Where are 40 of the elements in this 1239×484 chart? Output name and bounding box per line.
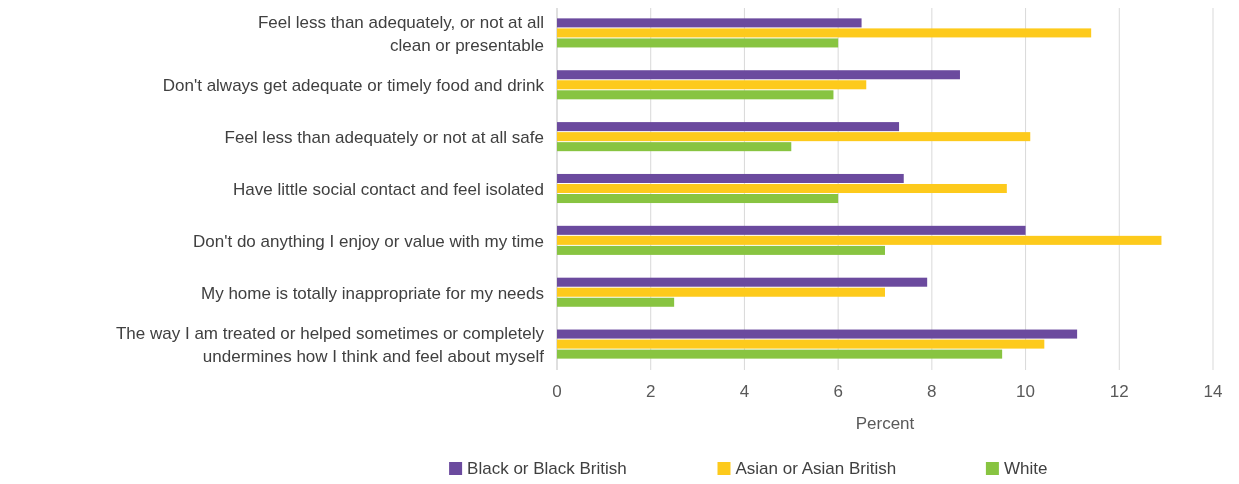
- x-tick-label: 8: [927, 382, 937, 401]
- y-tick-label: Feel less than adequately or not at all safe: [224, 128, 544, 148]
- bar: [557, 339, 1045, 349]
- bar: [557, 297, 675, 307]
- bar: [557, 90, 834, 100]
- bar: [557, 287, 885, 297]
- y-tick-label: Don't always get adequate or timely food and drink: [162, 76, 545, 96]
- bar: [557, 28, 1092, 38]
- bar: [557, 132, 1031, 142]
- x-tick-label: 2: [645, 382, 656, 401]
- bar: [557, 38, 839, 48]
- x-tick-label: 12: [1109, 382, 1129, 401]
- legend-label: White: [1003, 459, 1048, 478]
- bar: [557, 194, 839, 204]
- bar: [557, 225, 1026, 235]
- y-tick-label: The way I am treated or helped sometimes or completely undermines how I think and feel about myself: [115, 324, 545, 367]
- x-tick-label: 10: [1016, 382, 1036, 401]
- y-tick-label: Have little social contact and feel isolated: [233, 180, 544, 199]
- bar: [557, 235, 1162, 245]
- x-tick-label: 4: [739, 382, 750, 401]
- x-tick-label: 14: [1203, 382, 1223, 401]
- y-tick-label: My home is totally inappropriate for my needs: [201, 283, 544, 303]
- legend-label: Black or Black British: [467, 459, 627, 478]
- legend-label: Asian or Asian British: [735, 459, 897, 478]
- bar: [557, 183, 1007, 194]
- x-tick-label: 6: [833, 382, 843, 401]
- y-tick-label: Feel less than adequately, or not at all clean or presentable: [257, 12, 544, 55]
- bar: [557, 329, 1078, 339]
- bar: [557, 18, 862, 28]
- bar: [557, 80, 867, 90]
- bar: [557, 349, 1003, 359]
- y-tick-label: Don't do anything I enjoy or value with my time: [193, 231, 544, 251]
- x-tick-label: 0: [552, 382, 562, 401]
- bar: [557, 277, 928, 287]
- bar: [557, 245, 885, 255]
- x-axis-title: Percent: [855, 414, 915, 433]
- bar: [557, 122, 900, 132]
- bar: [557, 142, 792, 152]
- bar: [557, 173, 904, 183]
- bar: [557, 70, 960, 80]
